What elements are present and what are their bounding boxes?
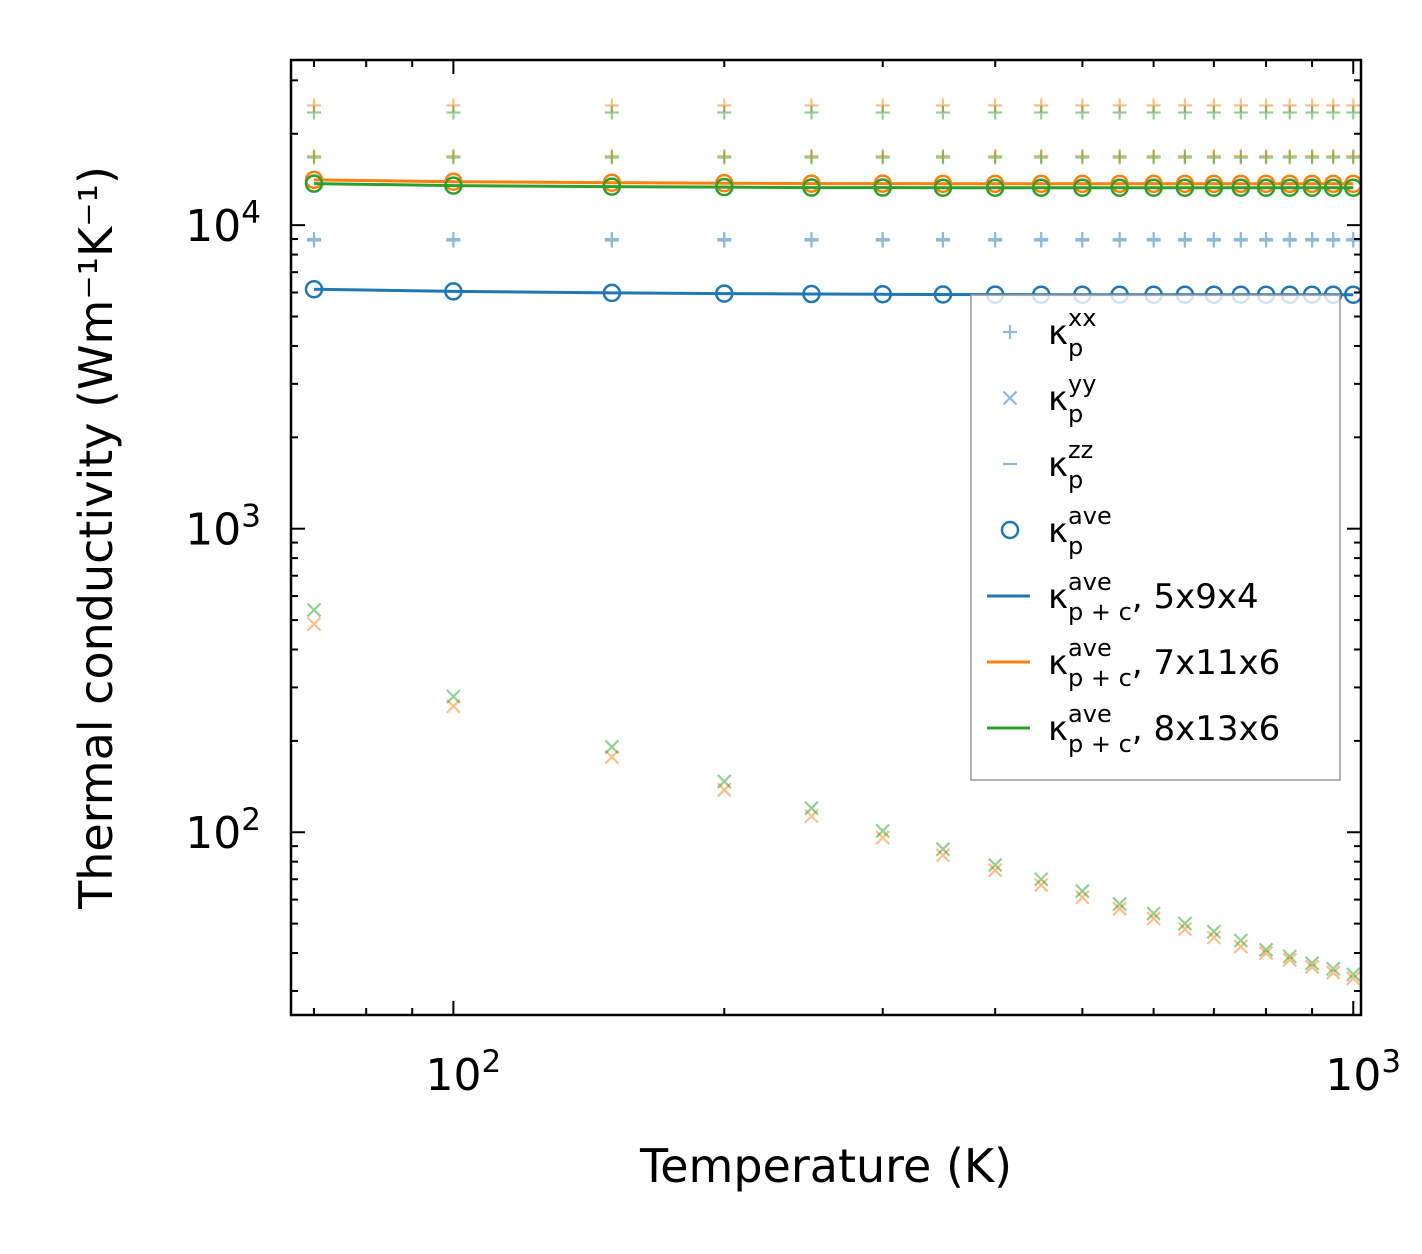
kave-point	[1110, 178, 1129, 198]
kyy-point-b	[1033, 871, 1049, 887]
legend-label: κzz p	[1048, 436, 1093, 494]
y-axis-label: Thermal conductivity (Wm⁻¹K⁻¹)	[69, 166, 123, 910]
kyy-point-b	[1075, 883, 1090, 899]
kyy-point-b	[1282, 949, 1298, 964]
kyy-point-b	[1146, 911, 1161, 926]
data-layer	[304, 98, 1361, 986]
kyy-point-b	[1345, 967, 1361, 982]
kave-point	[444, 176, 463, 195]
legend: κxx p κyy p κzz p κave p κave p + c, 5x9x4 κave p +…	[970, 294, 1341, 781]
plot-frame	[289, 58, 1363, 1017]
y-tick-label: 104	[185, 195, 261, 252]
kyy-point-b	[1304, 959, 1320, 975]
kyy-point-b	[306, 616, 322, 632]
kyy-point-b	[1146, 906, 1161, 921]
x-tick-label: 102	[426, 1044, 502, 1101]
kave-point	[1256, 178, 1276, 198]
kyy-point-b	[1177, 921, 1193, 937]
kyy-point-b	[604, 739, 620, 755]
legend-entry: κxx p	[1003, 304, 1096, 362]
kave-point	[1323, 178, 1343, 198]
legend-label: κave p + c, 7x11x6	[1048, 634, 1280, 692]
kave-point	[1073, 178, 1092, 198]
legend-label: κyy p	[1048, 370, 1096, 428]
series-8x13x6-line	[313, 182, 1354, 190]
axes-layer: 102 103 102 103 104 Temperature (K) Thermal co…	[69, 58, 1401, 1193]
kyy-point-b	[1177, 916, 1193, 931]
kyy-point-b	[875, 830, 891, 845]
kave-point	[1144, 178, 1163, 198]
kave-point	[444, 282, 463, 301]
kave-point	[1344, 285, 1361, 304]
kave-point	[715, 284, 734, 303]
kyy-point-b	[1282, 952, 1298, 968]
kyy-point-b	[804, 800, 819, 816]
legend-entry: κave p + c, 7x11x6	[987, 634, 1280, 692]
legend-label: κave p + c, 8x13x6	[1048, 700, 1280, 758]
kyy-point-b	[1075, 890, 1090, 905]
kyy-point-b	[1206, 930, 1222, 945]
kave-point	[304, 279, 324, 299]
kyy-point-b	[987, 857, 1003, 873]
kyy-point-b	[1112, 901, 1127, 916]
kyy-point-b	[875, 823, 891, 839]
kyy-point-b	[987, 862, 1003, 878]
kave-point	[1280, 178, 1299, 198]
kyy-point-b	[1345, 971, 1361, 986]
kave-point	[802, 284, 821, 304]
legend-entry: κyy p	[1002, 370, 1096, 428]
legend-label: κxx p	[1048, 304, 1096, 362]
kave-point	[602, 283, 622, 303]
kave-point	[1175, 178, 1195, 198]
kyy-point-b	[306, 602, 322, 618]
kyy-point-b	[1206, 924, 1222, 940]
kyy-point-b	[1233, 939, 1249, 954]
legend-circle-marker	[1000, 520, 1020, 540]
series-5x9x4-markers	[306, 232, 1361, 248]
y-tick-label: 103	[185, 499, 261, 556]
kyy-point-b	[1033, 877, 1049, 893]
kave-point	[933, 285, 953, 304]
series-7x11x6-line	[313, 178, 1354, 186]
kyy-point-b	[446, 689, 461, 704]
series-8x13x6-ave-markers	[304, 174, 1361, 198]
kyy-point-b	[935, 847, 951, 863]
legend-cross-marker-b	[1002, 390, 1018, 406]
kyy-point-b	[716, 774, 732, 789]
series-8x13x6-markers	[306, 105, 1361, 982]
kyy-point-b	[1304, 956, 1320, 971]
kave-point	[802, 178, 821, 197]
kave-point	[985, 178, 1005, 198]
kyy-point-b	[1112, 896, 1127, 912]
legend-entry: κave p + c, 5x9x4	[987, 568, 1259, 626]
kave-point	[873, 285, 892, 304]
kave-point	[1344, 178, 1361, 198]
kyy-point-b	[1258, 942, 1274, 958]
kyy-point-b	[1325, 965, 1341, 980]
legend-entry: κzz p	[1003, 436, 1093, 494]
kyy-point-b	[935, 841, 951, 857]
kave-point	[602, 177, 622, 196]
legend-label: κave p + c, 5x9x4	[1048, 568, 1259, 626]
kave-point	[304, 174, 324, 193]
kyy-point-b	[1233, 933, 1249, 948]
kave-point	[1031, 178, 1051, 198]
kyy-point-b	[1258, 945, 1274, 961]
kave-point	[1204, 178, 1224, 198]
x-axis-label: Temperature (K)	[639, 1139, 1012, 1193]
legend-entry: κave p + c, 8x13x6	[987, 700, 1280, 758]
kave-point	[933, 178, 953, 198]
legend-entry: κave p	[1000, 502, 1112, 560]
kave-point	[873, 178, 892, 197]
kyy-point-b	[1325, 961, 1341, 977]
kave-point	[1302, 178, 1322, 198]
legend-box	[970, 294, 1341, 781]
kave-point	[1231, 178, 1251, 198]
kave-point	[715, 177, 734, 197]
x-tick-label: 103	[1325, 1044, 1401, 1101]
y-tick-label: 102	[185, 802, 261, 859]
legend-label: κave p	[1048, 502, 1112, 560]
